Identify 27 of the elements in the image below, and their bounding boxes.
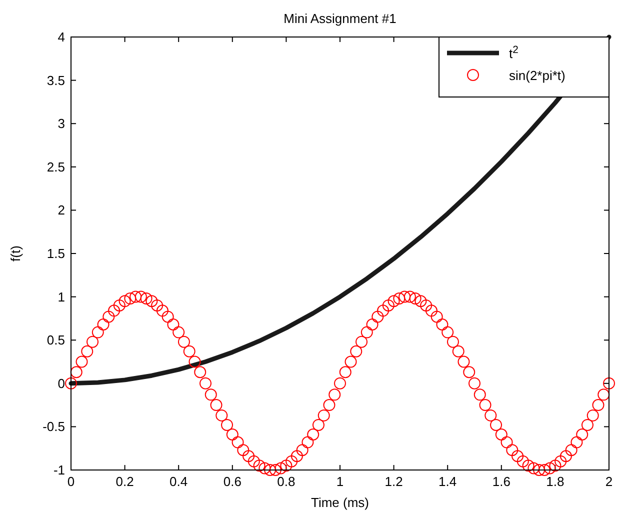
x-tick-label: 0.4 [170, 474, 188, 489]
y-tick-label: 4 [58, 30, 65, 44]
y-tick-label: 3 [58, 116, 65, 132]
x-tick-label: 1.8 [546, 474, 564, 489]
x-tick-label: 1.2 [384, 474, 403, 489]
x-tick-label: 1 [336, 474, 344, 489]
legend-label: sin(2*pi*t) [509, 68, 566, 83]
x-axis-title: Time (ms) [310, 495, 370, 510]
y-tick-label: 3.5 [46, 72, 65, 88]
x-tick-label: 0.6 [223, 474, 242, 489]
x-tick-label: 0.2 [116, 474, 134, 489]
y-tick-label: 0 [58, 376, 65, 391]
y-tick-label: 2.5 [46, 159, 65, 174]
x-tick-label: 2 [605, 474, 613, 489]
x-tick-label: 1.4 [438, 474, 457, 489]
y-axis-title: f(t) [8, 246, 23, 262]
y-tick-label: 1 [58, 289, 65, 304]
y-tick-label: 1.5 [46, 246, 65, 261]
legend-label: t$^{2}$ [509, 44, 519, 61]
x-tick-label: 1.6 [492, 474, 510, 489]
y-tick-label: -0.5 [42, 419, 65, 434]
y-tick-label: 0.5 [46, 332, 65, 348]
x-tick-label: 0.8 [277, 474, 296, 489]
y-tick-label: -1 [53, 462, 65, 478]
chart-title: Mini Assignment #1 [284, 11, 396, 26]
y-tick-label: 2 [58, 202, 65, 218]
x-tick-label: 0 [67, 474, 75, 489]
